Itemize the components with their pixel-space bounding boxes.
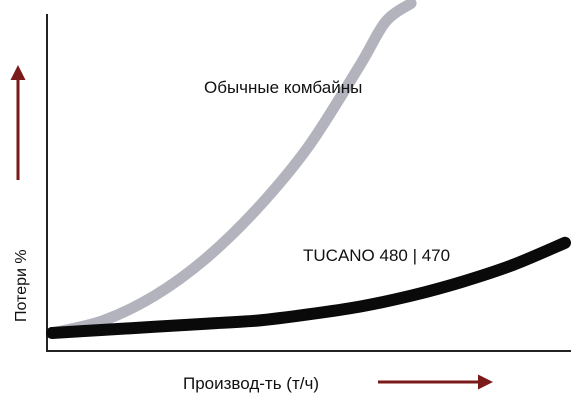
series-label-tucano: TUCANO 480 | 470 xyxy=(303,246,450,265)
x-axis-label: Производ-ть (т/ч) xyxy=(183,374,319,393)
series-line-conventional-combines xyxy=(46,0,417,339)
series-label-conventional-combines: Обычные комбайны xyxy=(204,78,362,97)
y-axis-label: Потери % xyxy=(13,249,30,322)
series-line-tucano xyxy=(46,236,571,339)
